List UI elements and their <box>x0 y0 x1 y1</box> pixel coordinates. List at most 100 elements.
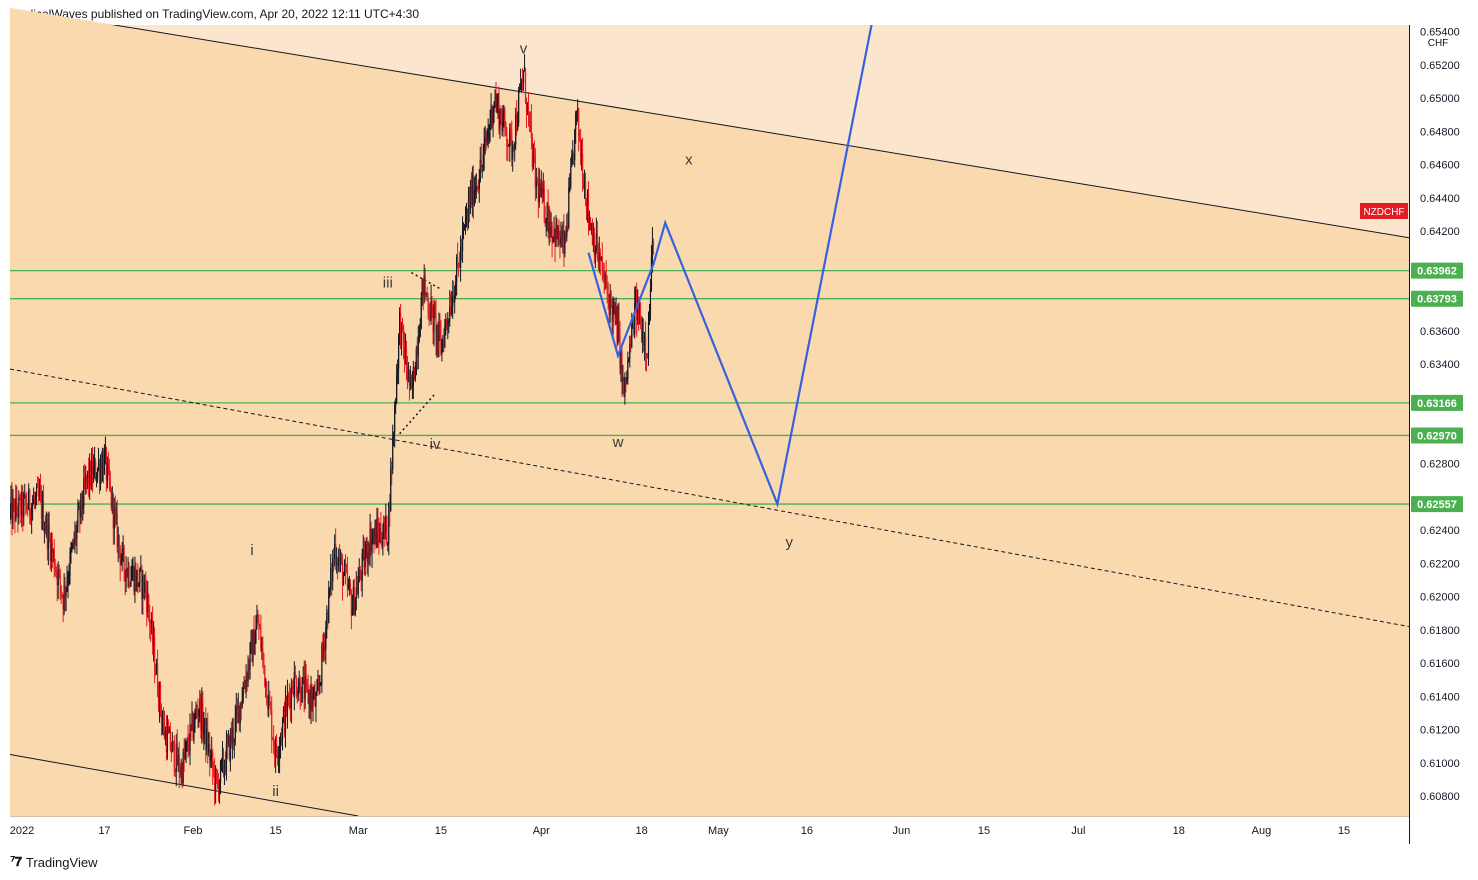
candle-body <box>527 102 530 112</box>
candle-body <box>544 218 546 224</box>
candle-body <box>244 687 246 690</box>
candle-body <box>124 569 126 582</box>
candle-body <box>569 185 571 188</box>
channel-lower-line <box>10 754 359 816</box>
candle-body <box>536 178 538 182</box>
candle-body <box>188 748 190 751</box>
candle-body <box>570 166 572 186</box>
candle-body <box>329 587 331 589</box>
price-axis[interactable]: 0.65400 0.65200 0.65000 0.64800 0.64600 0.644… <box>1420 27 1460 803</box>
candle-body <box>318 685 320 687</box>
candle-body <box>399 312 402 346</box>
candle-body <box>68 575 70 581</box>
candle-body <box>76 525 78 539</box>
candle-body <box>112 494 114 529</box>
candle-body <box>510 128 512 133</box>
candle-body <box>159 684 162 711</box>
candle-body <box>157 694 160 707</box>
candle-body <box>90 462 92 486</box>
candle-body <box>228 736 230 760</box>
candle-body <box>20 498 22 515</box>
candle-body <box>183 752 185 758</box>
candle-body <box>435 315 437 342</box>
candle-body <box>335 543 337 565</box>
candle-body <box>197 714 199 717</box>
candle-body <box>423 275 425 295</box>
time-tick-label: 15 <box>978 825 990 837</box>
candle-body <box>306 679 308 685</box>
candle-body <box>442 339 444 342</box>
wave-label-w: w <box>612 434 624 451</box>
candle-body <box>403 343 406 362</box>
candle-body <box>625 377 627 381</box>
candle-body <box>364 555 366 568</box>
candle-body <box>127 566 129 577</box>
time-tick-label: Jul <box>1071 825 1085 837</box>
candle-body <box>277 757 280 759</box>
candle-body <box>398 312 401 335</box>
candle-body <box>478 180 480 190</box>
tradingview-brand[interactable]: ⁷𝟕 TradingView <box>10 853 97 871</box>
candle-body <box>610 293 612 305</box>
candle-body <box>409 377 412 387</box>
candle-body <box>128 566 130 585</box>
candle-body <box>142 575 144 599</box>
candle-body <box>480 159 482 168</box>
candle-body <box>22 492 24 517</box>
candle-body <box>246 675 248 682</box>
candle-body <box>74 531 76 544</box>
candle-body <box>97 462 100 469</box>
candle-body <box>622 377 624 381</box>
candle-body <box>321 645 323 683</box>
candle-body <box>278 746 281 758</box>
candle-body <box>277 753 279 759</box>
candle-body <box>504 110 506 123</box>
candle-body <box>502 120 504 132</box>
candle-body <box>12 501 14 524</box>
candle-body <box>624 377 626 397</box>
candle-body <box>383 521 385 539</box>
candle-body <box>315 694 317 707</box>
candle-body <box>567 225 569 227</box>
candle-body <box>587 193 590 222</box>
candle-body <box>374 526 376 538</box>
candle-body <box>238 705 240 724</box>
candle-body <box>300 701 302 703</box>
candle-body <box>194 712 196 729</box>
candle-body <box>198 710 200 717</box>
candle-body <box>451 306 453 314</box>
candle-body <box>560 237 562 245</box>
wave-label-iv: iv <box>430 436 441 453</box>
candle-body <box>253 630 255 655</box>
candle-body <box>89 462 91 486</box>
time-axis[interactable]: 2022 17 Feb 15 Mar 15 Apr 18 May 16 Jun 15 Jul 18 Aug 1… <box>10 825 1350 837</box>
candle-body <box>179 772 181 776</box>
candle-body <box>417 340 419 357</box>
candle-body <box>420 298 422 329</box>
candle-body <box>45 518 48 531</box>
candle-body <box>463 224 466 229</box>
candle-body <box>630 343 632 347</box>
candle-body <box>621 351 623 381</box>
candle-body <box>180 766 182 776</box>
candle-body <box>320 682 322 684</box>
candle-body <box>524 69 527 103</box>
candle-body <box>144 582 146 593</box>
candle-body <box>558 225 560 243</box>
candle-body <box>299 680 301 702</box>
candle-body <box>132 568 134 575</box>
candle-body <box>286 695 289 715</box>
candle-body <box>509 128 511 146</box>
candle-body <box>30 512 32 521</box>
candle-body <box>313 691 315 697</box>
candle-body <box>298 680 300 691</box>
candle-body <box>566 225 568 237</box>
wave-label-x: x <box>685 152 693 169</box>
candle-body <box>51 543 53 553</box>
candle-body <box>158 684 161 707</box>
price-tick-label: 0.62800 <box>1420 459 1460 471</box>
candle-body <box>79 506 81 518</box>
candle-body <box>121 549 123 561</box>
price-tick-label: 0.65000 <box>1420 93 1460 105</box>
